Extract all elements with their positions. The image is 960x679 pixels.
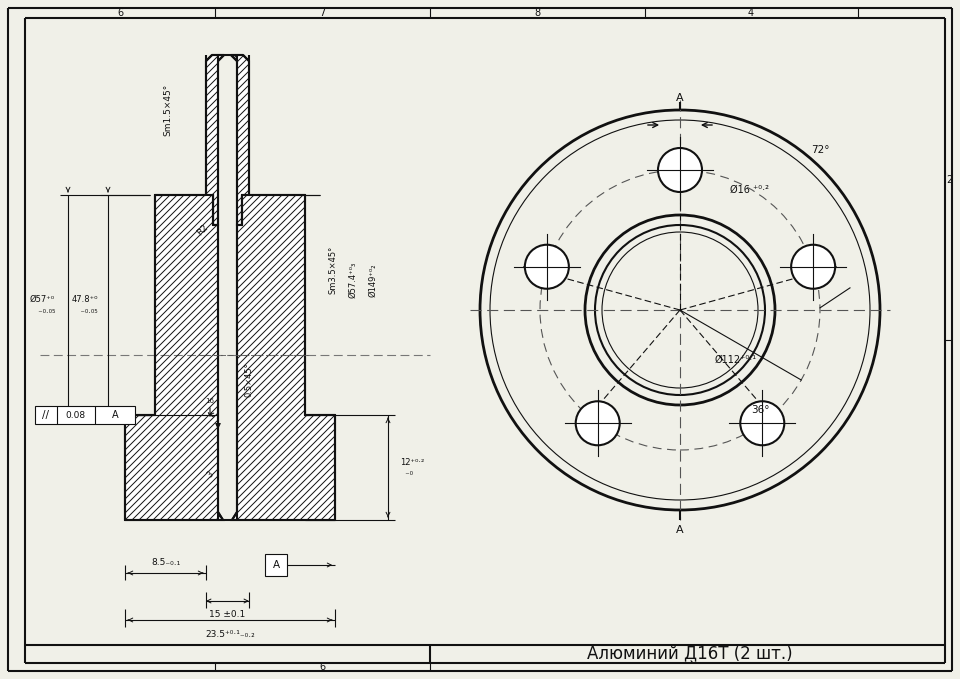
Text: Ø16 ⁺⁰·²: Ø16 ⁺⁰·² — [730, 185, 769, 195]
Circle shape — [658, 148, 702, 192]
Circle shape — [791, 244, 835, 289]
Circle shape — [740, 401, 784, 445]
Text: Ø57.4⁺⁰₃: Ø57.4⁺⁰₃ — [348, 262, 357, 298]
Text: A: A — [676, 93, 684, 103]
Text: 15 ±0.1: 15 ±0.1 — [209, 610, 246, 619]
Text: 12⁺⁰·²
  ₋₀: 12⁺⁰·² ₋₀ — [400, 458, 424, 477]
Text: A: A — [676, 525, 684, 535]
Text: Ø112⁺⁰·¹: Ø112⁺⁰·¹ — [715, 355, 757, 365]
Text: Ø149⁺⁰₂: Ø149⁺⁰₂ — [368, 263, 377, 297]
Polygon shape — [125, 195, 223, 520]
Text: 2: 2 — [946, 175, 952, 185]
Polygon shape — [206, 55, 224, 225]
Circle shape — [576, 401, 620, 445]
Text: Алюминий Д̖16Т (2 шт.): Алюминий Д̖16Т (2 шт.) — [588, 644, 793, 663]
Text: A: A — [111, 410, 118, 420]
Bar — [35, 406, 135, 424]
Text: 7: 7 — [319, 8, 325, 18]
Polygon shape — [232, 195, 335, 520]
Text: Ø57⁺⁰
  ₋₀.₀₅: Ø57⁺⁰ ₋₀.₀₅ — [30, 295, 55, 314]
Circle shape — [525, 244, 569, 289]
Bar — [265, 554, 287, 576]
Text: 0.5×45°: 0.5×45° — [245, 363, 254, 397]
Text: Sm3.5×45°: Sm3.5×45° — [328, 246, 337, 294]
Text: R2: R2 — [196, 223, 210, 238]
Text: 4: 4 — [748, 8, 754, 18]
Text: Sm1.5×45°: Sm1.5×45° — [163, 84, 173, 136]
Text: 6: 6 — [117, 8, 123, 18]
Text: 3: 3 — [205, 470, 215, 480]
Text: 0.08: 0.08 — [65, 411, 85, 420]
Text: //: // — [42, 410, 50, 420]
Text: 47.8⁺⁰
    ₋₀.₀₅: 47.8⁺⁰ ₋₀.₀₅ — [70, 295, 98, 314]
Text: A: A — [273, 560, 279, 570]
Text: 16: 16 — [205, 398, 214, 404]
Text: 6: 6 — [319, 662, 325, 672]
Text: 8: 8 — [534, 8, 540, 18]
Text: 36°: 36° — [751, 405, 769, 415]
Text: 8.5₋₀.₁: 8.5₋₀.₁ — [151, 558, 180, 567]
Text: 23.5⁺⁰·¹₋₀.₂: 23.5⁺⁰·¹₋₀.₂ — [205, 630, 254, 639]
Polygon shape — [231, 55, 249, 225]
Text: 72°: 72° — [811, 145, 829, 155]
